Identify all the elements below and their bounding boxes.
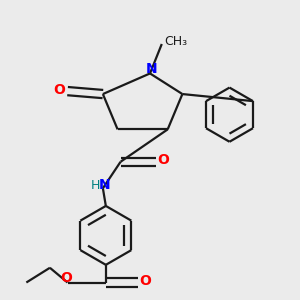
Text: N: N <box>98 178 110 192</box>
Text: O: O <box>157 153 169 167</box>
Text: CH₃: CH₃ <box>165 34 188 48</box>
Text: O: O <box>60 271 72 285</box>
Text: N: N <box>146 62 157 76</box>
Text: H: H <box>91 179 100 192</box>
Text: O: O <box>53 82 65 97</box>
Text: O: O <box>140 274 152 288</box>
